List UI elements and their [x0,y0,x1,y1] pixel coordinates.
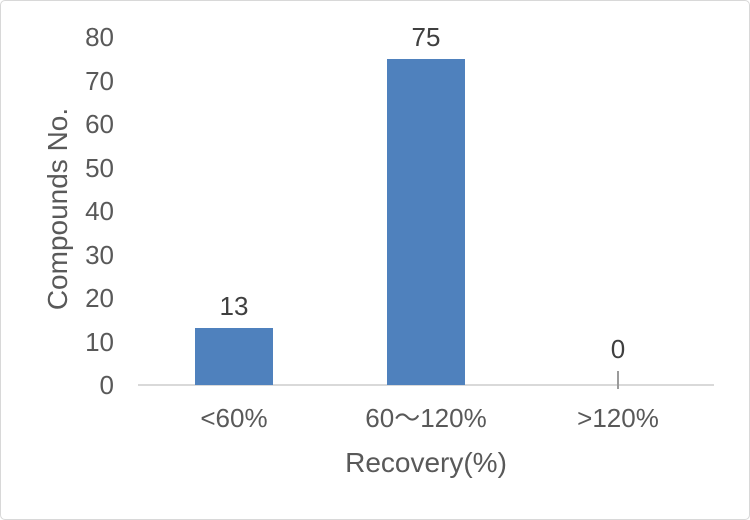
y-tick-label: 20 [85,283,114,313]
y-tick-label: 40 [85,196,114,226]
bar-value-label: 13 [219,291,249,322]
bar-value-label: 0 [610,334,626,364]
y-tick-label: 30 [85,239,114,270]
y-tick-label: 50 [85,152,114,183]
y-tick-label: 80 [85,22,114,52]
y-tick-label: 10 [85,326,114,357]
x-axis-title: Recovery(%) [345,447,507,478]
x-axis-line [138,384,714,386]
bar-value-label: 75 [411,21,441,52]
x-category-label: 60～120% [365,403,487,433]
x-category-label: >120% [577,403,659,433]
y-tick-label: 60 [85,109,114,139]
bar [387,58,465,385]
y-tick-label: 70 [85,65,114,96]
zero-value-tick [617,371,619,389]
x-category-label: <60% [200,403,268,433]
y-tick-label: 0 [99,370,114,400]
bar [195,328,273,385]
